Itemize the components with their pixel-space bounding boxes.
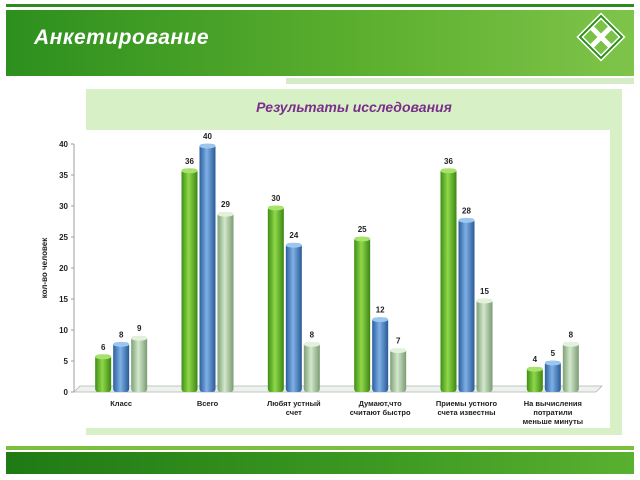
data-label: 8 xyxy=(310,330,315,339)
bar xyxy=(267,206,284,392)
data-label: 15 xyxy=(480,287,489,296)
bar-top-cap xyxy=(267,205,284,211)
x-tick-label: Класс xyxy=(110,399,132,408)
data-label: 8 xyxy=(119,330,124,339)
bar xyxy=(181,168,198,392)
bar xyxy=(354,237,371,392)
bar-top-cap xyxy=(562,341,579,347)
header-sub-band xyxy=(286,78,634,84)
y-tick-label: 30 xyxy=(59,202,68,211)
bar xyxy=(199,144,216,392)
bar xyxy=(562,342,579,392)
bar-top-cap xyxy=(217,211,234,217)
data-label: 29 xyxy=(221,200,230,209)
bar-top-cap xyxy=(372,317,389,323)
panel-title: Результаты исследования xyxy=(256,99,452,115)
y-tick-label: 10 xyxy=(59,326,68,335)
bar-top-cap xyxy=(95,354,112,360)
bar xyxy=(440,168,457,392)
x-tick-label: Приемы устного счета известны xyxy=(436,399,498,417)
x-tick-label: Всего xyxy=(197,399,219,408)
bar xyxy=(372,317,389,392)
bar xyxy=(131,336,148,392)
bar-top-cap xyxy=(113,341,130,347)
data-label: 12 xyxy=(376,306,385,315)
footer-accent-line xyxy=(6,446,634,450)
data-label: 36 xyxy=(444,157,453,166)
bar xyxy=(476,299,493,392)
data-label: 8 xyxy=(569,330,574,339)
bar xyxy=(544,361,561,392)
y-axis-label: кол-во человек xyxy=(40,237,49,298)
bar xyxy=(390,348,407,392)
bar-top-cap xyxy=(390,348,407,354)
y-tick-label: 25 xyxy=(59,233,68,242)
bar-top-cap xyxy=(440,168,457,174)
bar xyxy=(95,354,112,392)
y-tick-label: 20 xyxy=(59,264,68,273)
bar xyxy=(285,243,302,392)
top-accent-line xyxy=(6,4,634,7)
slide-header xyxy=(6,10,634,76)
data-label: 40 xyxy=(203,132,212,141)
footer-band xyxy=(6,452,634,474)
data-label: 36 xyxy=(185,157,194,166)
bar-top-cap xyxy=(199,143,216,149)
data-label: 28 xyxy=(462,206,471,215)
bar-top-cap xyxy=(458,217,475,223)
data-label: 24 xyxy=(289,231,298,240)
bar-top-cap xyxy=(285,242,302,248)
celtic-knot-logo-icon xyxy=(576,12,626,62)
y-tick-label: 15 xyxy=(59,295,68,304)
x-tick-label: На вычисления потратили меньше минуты xyxy=(523,399,583,426)
bar-chart: 0 5 10 15 20 25 30 35 40 кол-во человек 6 8 9 Класс 3… xyxy=(40,132,603,426)
bar xyxy=(526,367,543,392)
bar-top-cap xyxy=(131,335,148,341)
bar-top-cap xyxy=(181,168,198,174)
bar xyxy=(113,342,130,392)
bar xyxy=(303,342,320,392)
y-tick-label: 35 xyxy=(59,171,68,180)
x-axis-floor xyxy=(73,385,603,393)
bar xyxy=(217,212,234,392)
bar-top-cap xyxy=(303,341,320,347)
chart-area: 0 5 10 15 20 25 30 35 40 кол-во человек 6 8 9 Класс 3… xyxy=(40,130,610,428)
x-tick-label: Думают,что считают быстро xyxy=(350,399,411,417)
y-tick-label: 40 xyxy=(59,140,68,149)
data-label: 25 xyxy=(358,225,367,234)
y-tick-label: 0 xyxy=(64,388,69,397)
bar-top-cap xyxy=(526,366,543,372)
bar-top-cap xyxy=(354,236,371,242)
data-label: 9 xyxy=(137,324,142,333)
x-tick-label: Любят устный счет xyxy=(267,399,321,417)
bar-top-cap xyxy=(544,360,561,366)
data-label: 4 xyxy=(533,355,538,364)
data-label: 7 xyxy=(396,337,401,346)
data-label: 5 xyxy=(551,349,556,358)
data-label: 6 xyxy=(101,343,106,352)
y-tick-label: 5 xyxy=(64,357,69,366)
bar xyxy=(458,218,475,392)
bar-top-cap xyxy=(476,298,493,304)
data-label: 30 xyxy=(271,194,280,203)
slide-title: Анкетирование xyxy=(34,26,210,49)
